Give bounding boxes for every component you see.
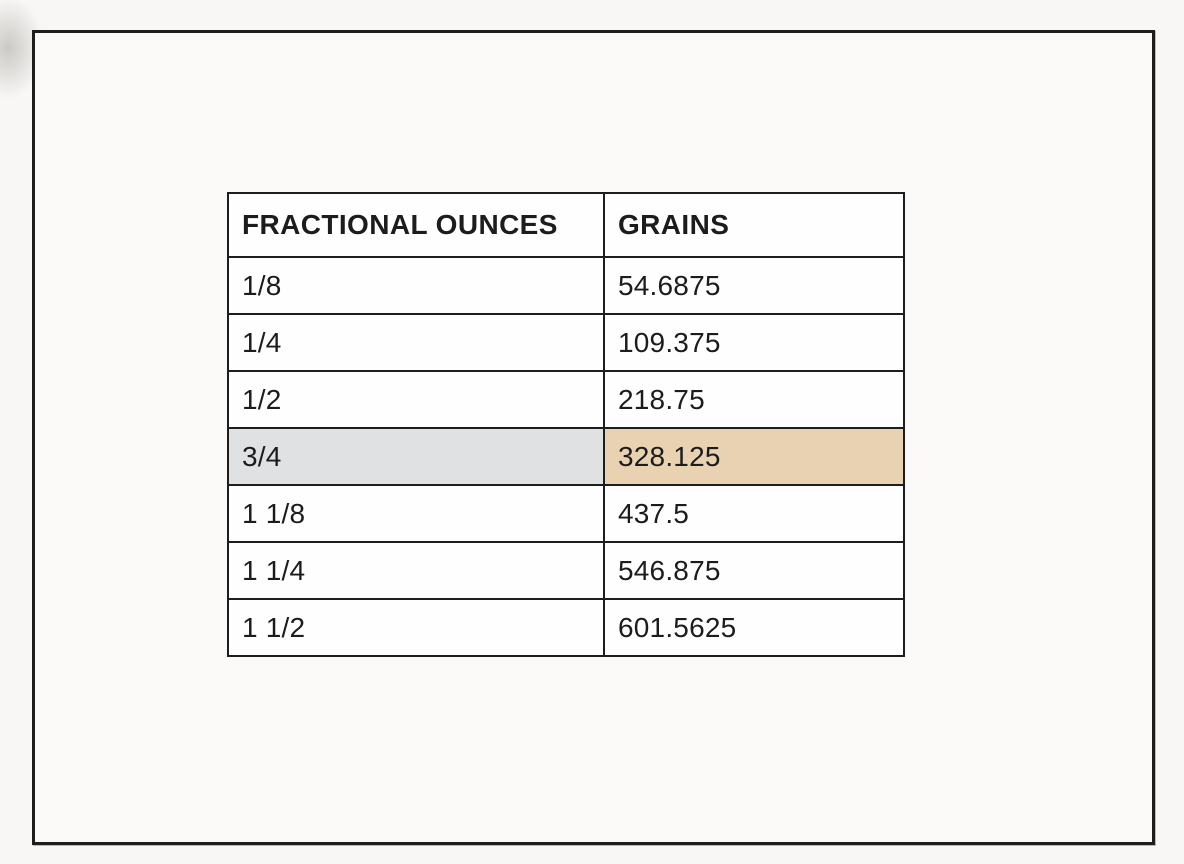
ounces-cell: 1 1/2 — [227, 598, 605, 657]
grains-cell: 218.75 — [603, 370, 905, 429]
grains-cell: 54.6875 — [603, 256, 905, 315]
table-row: 1/4 109.375 — [227, 313, 905, 372]
grains-cell: 328.125 — [603, 427, 905, 486]
ounces-to-grains-table: FRACTIONAL OUNCES GRAINS 1/8 54.6875 1/4 10… — [227, 192, 905, 657]
ounces-cell: 1/2 — [227, 370, 605, 429]
table-header: FRACTIONAL OUNCES GRAINS — [227, 192, 905, 258]
grains-cell: 109.375 — [603, 313, 905, 372]
ounces-cell: 1/8 — [227, 256, 605, 315]
table-row: 1 1/4 546.875 — [227, 541, 905, 600]
grains-cell: 546.875 — [603, 541, 905, 600]
header-row: FRACTIONAL OUNCES GRAINS — [227, 192, 905, 258]
ounces-cell: 1 1/8 — [227, 484, 605, 543]
table-row: 1 1/2 601.5625 — [227, 598, 905, 657]
ounces-cell: 3/4 — [227, 427, 605, 486]
table-body: 1/8 54.6875 1/4 109.375 1/2 218.75 3/4 328.125 1… — [227, 256, 905, 657]
page-frame: FRACTIONAL OUNCES GRAINS 1/8 54.6875 1/4 10… — [32, 30, 1155, 845]
grains-cell: 601.5625 — [603, 598, 905, 657]
grains-cell: 437.5 — [603, 484, 905, 543]
table-row-highlighted: 3/4 328.125 — [227, 427, 905, 486]
table-row: 1/8 54.6875 — [227, 256, 905, 315]
column-header-grains: GRAINS — [603, 192, 905, 258]
column-header-fractional-ounces: FRACTIONAL OUNCES — [227, 192, 605, 258]
ounces-cell: 1/4 — [227, 313, 605, 372]
table-row: 1/2 218.75 — [227, 370, 905, 429]
table-row: 1 1/8 437.5 — [227, 484, 905, 543]
ounces-cell: 1 1/4 — [227, 541, 605, 600]
